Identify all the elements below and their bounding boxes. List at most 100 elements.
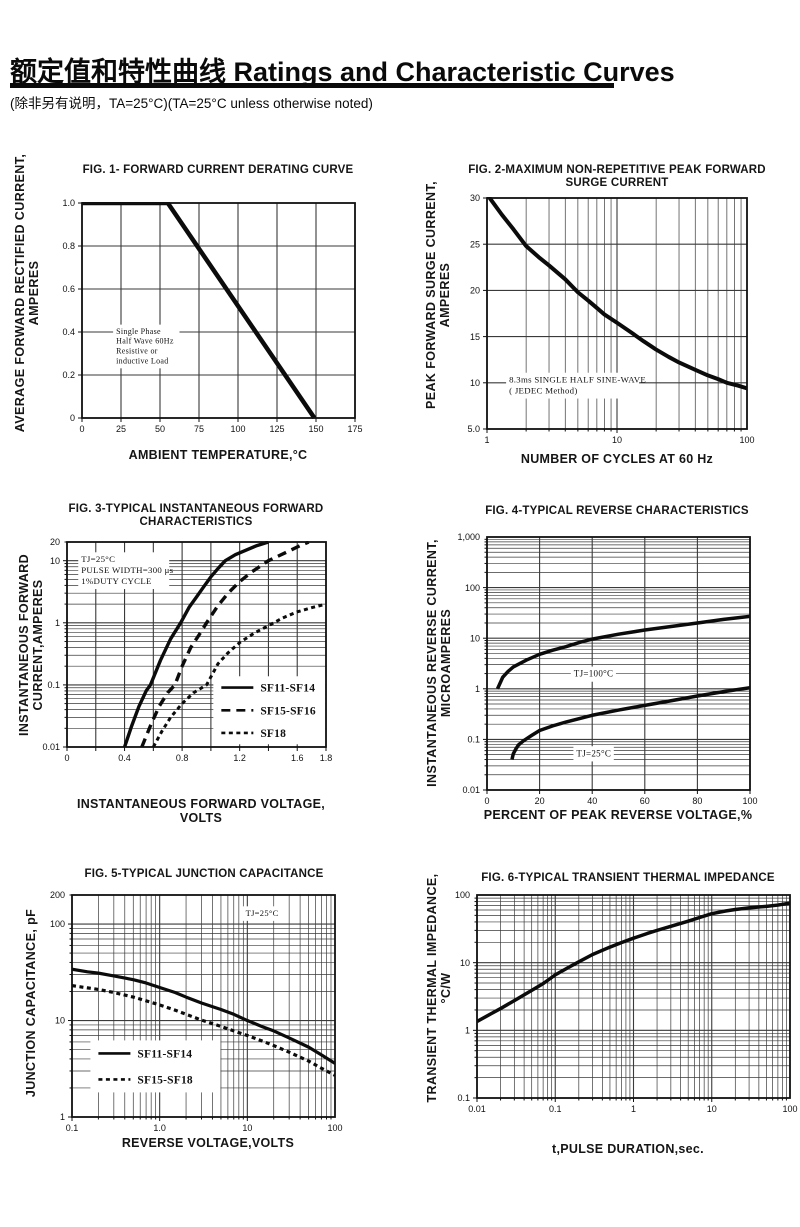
fig1-title: FIG. 1- FORWARD CURRENT DERATING CURVE bbox=[82, 164, 354, 176]
svg-text:0.4: 0.4 bbox=[118, 753, 131, 763]
svg-text:0.1: 0.1 bbox=[47, 680, 60, 690]
fig5-x-axis-label: REVERSE VOLTAGE,VOLTS bbox=[121, 1136, 295, 1150]
svg-text:8.3ms SINGLE HALF SINE-WAVE: 8.3ms SINGLE HALF SINE-WAVE bbox=[509, 375, 646, 385]
svg-text:PULSE WIDTH=300 μs: PULSE WIDTH=300 μs bbox=[81, 565, 173, 575]
page-subtitle: (除非另有说明，TA=25°C)(TA=25°C unless otherwis… bbox=[10, 96, 373, 111]
svg-text:0.1: 0.1 bbox=[457, 1093, 470, 1103]
svg-text:5.0: 5.0 bbox=[467, 424, 480, 434]
svg-text:100: 100 bbox=[782, 1104, 797, 1114]
fig1-chart: 0 25 50 75 100 125 150 175 0 0.2 0.4 0.6 0.8 1.0 Singl… bbox=[62, 198, 362, 434]
svg-text:10: 10 bbox=[707, 1104, 717, 1114]
svg-text:1%DUTY CYCLE: 1%DUTY CYCLE bbox=[81, 576, 151, 586]
svg-text:150: 150 bbox=[308, 424, 323, 434]
svg-text:1.2: 1.2 bbox=[233, 753, 246, 763]
fig1-x-axis-label: AMBIENT TEMPERATURE,°C bbox=[128, 448, 308, 462]
svg-text:0.1: 0.1 bbox=[467, 735, 480, 745]
svg-text:0.8: 0.8 bbox=[62, 241, 75, 251]
svg-text:Half Wave 60Hz: Half Wave 60Hz bbox=[116, 337, 174, 346]
svg-text:SF15-SF16: SF15-SF16 bbox=[260, 705, 316, 717]
fig2-chart: 1 10 100 5.0 10 15 20 25 30 8.3ms SINGLE HALF SIN… bbox=[467, 193, 754, 445]
svg-text:30: 30 bbox=[470, 193, 480, 203]
fig4-y-axis-label: INSTANTANEOUS REVERSE CURRENT, MICROAMPE… bbox=[425, 539, 453, 787]
svg-text:175: 175 bbox=[347, 424, 362, 434]
svg-text:20: 20 bbox=[470, 286, 480, 296]
svg-text:10: 10 bbox=[612, 435, 622, 445]
fig6-title: FIG. 6-TYPICAL TRANSIENT THERMAL IMPEDAN… bbox=[481, 872, 775, 884]
svg-text:Single Phase: Single Phase bbox=[116, 327, 161, 336]
svg-text:10: 10 bbox=[55, 1016, 65, 1026]
svg-text:0: 0 bbox=[64, 753, 69, 763]
svg-text:SF11-SF14: SF11-SF14 bbox=[137, 1048, 192, 1060]
svg-text:20: 20 bbox=[50, 537, 60, 547]
svg-text:100: 100 bbox=[455, 890, 470, 900]
svg-text:20: 20 bbox=[535, 796, 545, 806]
svg-text:60: 60 bbox=[640, 796, 650, 806]
svg-text:1.0: 1.0 bbox=[153, 1123, 166, 1133]
svg-text:( JEDEC Method): ( JEDEC Method) bbox=[509, 386, 578, 396]
svg-text:SF15-SF18: SF15-SF18 bbox=[137, 1074, 193, 1086]
svg-text:1: 1 bbox=[465, 1026, 470, 1036]
svg-text:0: 0 bbox=[70, 413, 75, 423]
svg-text:TJ=25°C: TJ=25°C bbox=[246, 908, 279, 918]
svg-text:125: 125 bbox=[269, 424, 284, 434]
svg-text:1: 1 bbox=[60, 1112, 65, 1122]
svg-text:0.6: 0.6 bbox=[62, 284, 75, 294]
svg-text:10: 10 bbox=[50, 556, 60, 566]
title-underline bbox=[10, 83, 614, 88]
fig3-title: FIG. 3-TYPICAL INSTANTANEOUS FORWARD CHA… bbox=[68, 503, 324, 528]
svg-text:1: 1 bbox=[55, 618, 60, 628]
svg-text:80: 80 bbox=[692, 796, 702, 806]
svg-text:0.1: 0.1 bbox=[66, 1123, 79, 1133]
fig5-title: FIG. 5-TYPICAL JUNCTION CAPACITANCE bbox=[84, 868, 324, 880]
svg-text:SF18: SF18 bbox=[260, 728, 286, 740]
svg-text:25: 25 bbox=[116, 424, 126, 434]
svg-text:0: 0 bbox=[79, 424, 84, 434]
fig3-x-axis-label: INSTANTANEOUS FORWARD VOLTAGE, VOLTS bbox=[76, 797, 326, 825]
svg-text:0: 0 bbox=[484, 796, 489, 806]
svg-text:1: 1 bbox=[475, 684, 480, 694]
svg-text:40: 40 bbox=[587, 796, 597, 806]
svg-text:0.01: 0.01 bbox=[42, 742, 60, 752]
svg-text:TJ=25°C: TJ=25°C bbox=[81, 554, 115, 564]
svg-text:100: 100 bbox=[465, 583, 480, 593]
svg-text:100: 100 bbox=[50, 919, 65, 929]
svg-text:0.1: 0.1 bbox=[549, 1104, 562, 1114]
svg-text:TJ=100°C: TJ=100°C bbox=[574, 669, 614, 679]
svg-text:1: 1 bbox=[631, 1104, 636, 1114]
svg-text:1.6: 1.6 bbox=[291, 753, 304, 763]
fig2-y-axis-label: PEAK FORWARD SURGE CURRENT, AMPERES bbox=[424, 181, 452, 409]
svg-text:50: 50 bbox=[155, 424, 165, 434]
svg-text:1: 1 bbox=[484, 435, 489, 445]
svg-text:10: 10 bbox=[470, 378, 480, 388]
fig3-chart: 0 0.4 0.8 1.2 1.6 1.8 0.01 0.1 1 10 20 TJ=25°CPULSE… bbox=[42, 537, 333, 763]
svg-text:10: 10 bbox=[242, 1123, 252, 1133]
svg-text:0.8: 0.8 bbox=[176, 753, 189, 763]
svg-text:inductive Load: inductive Load bbox=[116, 357, 168, 366]
fig4-title: FIG. 4-TYPICAL REVERSE CHARACTERISTICS bbox=[485, 505, 749, 517]
svg-text:15: 15 bbox=[470, 332, 480, 342]
fig5-chart: 0.1 1.0 10 100 1 10 100 200 TJ=25°C SF11-SF14 SF15… bbox=[50, 890, 343, 1133]
svg-text:Resistive or: Resistive or bbox=[116, 347, 158, 356]
svg-text:TJ=25°C: TJ=25°C bbox=[576, 748, 611, 758]
fig6-x-axis-label: t,PULSE DURATION,sec. bbox=[552, 1142, 704, 1156]
page-title: 额定值和特性曲线 Ratings and Characteristic Curv… bbox=[10, 57, 675, 87]
svg-text:10: 10 bbox=[460, 958, 470, 968]
svg-text:1.8: 1.8 bbox=[320, 753, 333, 763]
svg-text:0.01: 0.01 bbox=[468, 1104, 486, 1114]
svg-text:200: 200 bbox=[50, 890, 65, 900]
svg-text:100: 100 bbox=[230, 424, 245, 434]
svg-text:0.2: 0.2 bbox=[62, 370, 75, 380]
fig4-chart: 0 20 40 60 80 100 0.01 0.1 1 10 100 1,000 TJ=100°C TJ… bbox=[457, 532, 757, 806]
fig2-x-axis-label: NUMBER OF CYCLES AT 60 Hz bbox=[520, 452, 714, 466]
fig4-x-axis-label: PERCENT OF PEAK REVERSE VOLTAGE,% bbox=[483, 808, 753, 822]
svg-text:100: 100 bbox=[739, 435, 754, 445]
svg-text:0.4: 0.4 bbox=[62, 327, 75, 337]
svg-text:100: 100 bbox=[327, 1123, 342, 1133]
svg-text:75: 75 bbox=[194, 424, 204, 434]
fig2-title: FIG. 2-MAXIMUM NON-REPETITIVE PEAK FORWA… bbox=[468, 164, 766, 189]
svg-text:100: 100 bbox=[742, 796, 757, 806]
fig1-y-axis-label: AVERAGE FORWARD RECTIFIED CURRENT, AMPER… bbox=[13, 153, 41, 433]
svg-text:1.0: 1.0 bbox=[62, 198, 75, 208]
